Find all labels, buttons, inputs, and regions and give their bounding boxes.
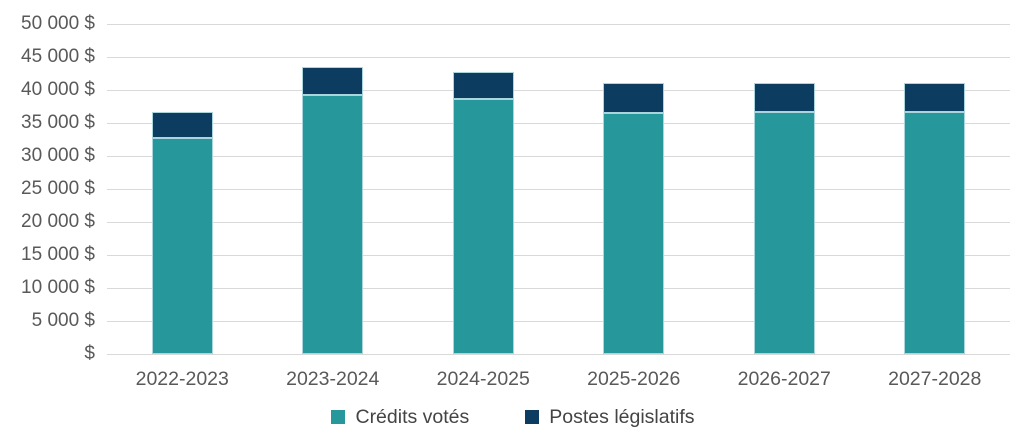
x-tick-label: 2026-2027 [737, 368, 831, 390]
y-tick-label: 20 000 $ [21, 211, 95, 232]
gridline [107, 56, 1010, 58]
bar-segment-Postes législatifs [904, 82, 966, 113]
bar-segment-Postes législatifs [452, 71, 514, 99]
y-axis: $5 000 $ 10 000 $ 15 000 $ 20 000 $ 25 000 $… [0, 0, 95, 380]
x-axis: 2022-2023 2023-2024 2024-2025 2025-2026 2026… [107, 366, 1010, 394]
bar-segment-Postes législatifs [302, 66, 364, 95]
gridline [107, 122, 1010, 124]
bar-segment-Crédits votés [302, 94, 364, 354]
bar-segment-Crédits votés [452, 98, 514, 354]
y-tick-label: $ [84, 343, 95, 364]
legend: Crédits votés Postes législatifs [0, 402, 1026, 432]
bar-segment-Postes législatifs [753, 82, 815, 113]
gridline [107, 353, 1010, 355]
bar-segment-Crédits votés [904, 112, 966, 354]
x-tick-label: 2022-2023 [135, 368, 229, 390]
bar-2022-2023 [151, 111, 213, 354]
gridline [107, 320, 1010, 322]
bar-2024-2025 [452, 71, 514, 354]
legend-item-postes-legislatifs: Postes législatifs [525, 404, 695, 430]
y-tick-label: 15 000 $ [21, 244, 95, 265]
y-tick-label: 50 000 $ [21, 13, 95, 34]
postes-legislatifs-swatch [525, 410, 540, 424]
y-tick-label: 30 000 $ [21, 145, 95, 166]
bar-2026-2027 [753, 82, 815, 354]
legend-label-credits-votes: Crédits votés [355, 406, 470, 428]
x-tick-label: 2024-2025 [436, 368, 530, 390]
x-tick-label: 2027-2028 [888, 368, 982, 390]
credits-votes-swatch [331, 410, 346, 424]
legend-item-credits-votes: Crédits votés [331, 404, 469, 430]
bar-2023-2024 [302, 66, 364, 354]
gridline [107, 221, 1010, 223]
gridline [107, 23, 1010, 25]
bar-2027-2028 [904, 82, 966, 354]
y-tick-label: 10 000 $ [21, 277, 95, 298]
gridline [107, 287, 1010, 289]
x-tick-label: 2023-2024 [286, 368, 380, 390]
y-tick-label: 25 000 $ [21, 178, 95, 199]
bar-segment-Crédits votés [151, 138, 213, 354]
gridline [107, 155, 1010, 157]
x-tick-label: 2025-2026 [587, 368, 681, 390]
gridline [107, 89, 1010, 91]
bar-segment-Postes législatifs [603, 83, 665, 114]
bar-2025-2026 [603, 83, 665, 354]
plot-area [107, 23, 1010, 355]
bar-segment-Crédits votés [603, 113, 665, 354]
y-tick-label: 40 000 $ [21, 79, 95, 100]
y-tick-label: 5 000 $ [31, 310, 95, 331]
y-tick-label: 35 000 $ [21, 112, 95, 133]
bar-segment-Postes législatifs [151, 111, 213, 139]
gridline [107, 254, 1010, 256]
gridline [107, 188, 1010, 190]
bar-segment-Crédits votés [753, 112, 815, 354]
legend-label-postes-legislatifs: Postes législatifs [549, 406, 695, 428]
y-tick-label: 45 000 $ [21, 46, 95, 67]
